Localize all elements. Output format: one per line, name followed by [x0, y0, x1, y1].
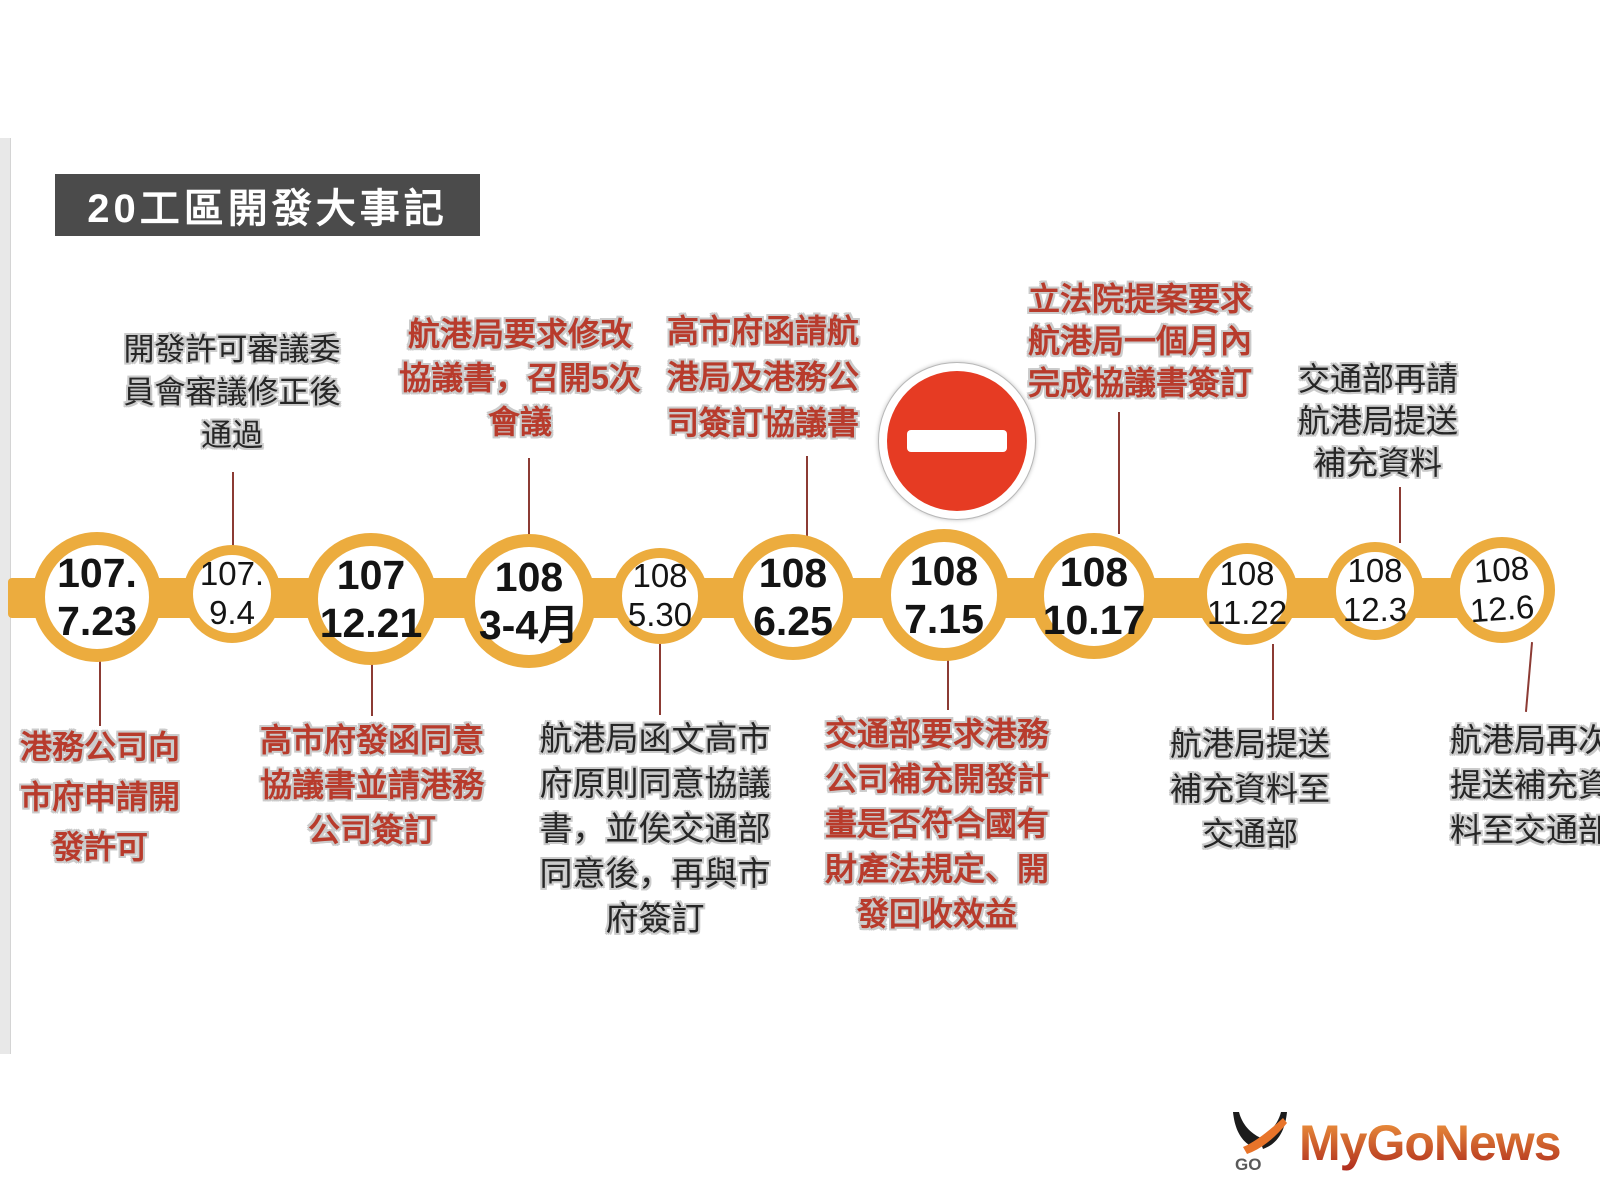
connector-line	[1118, 412, 1120, 534]
event-date: 6.25	[753, 598, 833, 644]
timeline-event-circle: 107 12.21	[305, 533, 437, 665]
event-date: 107	[336, 551, 406, 598]
event-note: 交通部要求港務 公司補充開發計 畫是否符合國有 財產法規定、開 發回收效益	[824, 716, 1049, 932]
event-note: 港務公司向 市府申請開 發許可	[19, 729, 180, 865]
event-date: 108	[1219, 555, 1275, 593]
connector-line	[528, 458, 530, 536]
connector-line	[1524, 642, 1534, 712]
mark-go-text: GO	[1235, 1155, 1261, 1174]
no-entry-sign-bar	[907, 430, 1007, 452]
event-note: 航港局再次 提送補充資 料至交通部	[1449, 722, 1600, 848]
event-note: 航港局要求修改 協議書，召開5次 會議	[399, 316, 641, 440]
event-date: 108	[758, 549, 828, 596]
slide-title: 20工區開發大事記	[55, 174, 480, 236]
event-date: 9.4	[209, 594, 255, 631]
event-date: 108	[1347, 552, 1403, 590]
timeline-event-circle: 108 5.30	[612, 548, 708, 644]
event-date: 107.	[199, 555, 265, 593]
connector-line	[232, 472, 234, 548]
slide-title-text: 20工區開發大事記	[87, 187, 448, 231]
timeline-event-circle: 107. 9.4	[183, 545, 281, 643]
connector-line	[1399, 487, 1401, 543]
event-date: 108	[1473, 549, 1531, 590]
mygonews-logo: GO MyGoNews	[1225, 1098, 1595, 1189]
event-date: 10.17	[1042, 597, 1146, 643]
event-date: 5.30	[627, 596, 693, 633]
event-note: 開發許可審議委 員會審議修正後 通過	[123, 332, 341, 453]
event-date: 108	[909, 547, 979, 594]
no-entry-sign-face	[887, 371, 1027, 511]
event-note: 交通部再請 航港局提送 補充資料	[1297, 361, 1458, 481]
event-date: 12.21	[319, 600, 423, 646]
event-note: 高市府發函同意 協議書並請港務 公司簽訂	[259, 722, 484, 848]
mygonews-logo-graphic: GO MyGoNews	[1233, 1112, 1562, 1174]
no-entry-sign-icon	[878, 362, 1036, 520]
mygonews-mark-icon: GO	[1233, 1112, 1287, 1174]
connector-line	[371, 664, 373, 716]
timeline-event-circle: 107. 7.23	[32, 532, 162, 662]
timeline-event-circle: 108 10.17	[1031, 533, 1157, 659]
event-date: 3-4月	[478, 602, 580, 648]
timeline-event-circle: 108 12.6	[1449, 537, 1555, 643]
event-note: 航港局提送 補充資料至 交通部	[1169, 726, 1330, 852]
brand-text: MyGoNews	[1299, 1115, 1561, 1171]
timeline-event-circle: 108 11.22	[1196, 543, 1298, 645]
event-date: 108	[632, 557, 688, 595]
event-note: 立法院提案要求 航港局一個月內 完成協議書簽訂	[1027, 281, 1252, 401]
event-date: 12.6	[1468, 587, 1536, 630]
connector-line	[99, 660, 101, 726]
event-note: 航港局函文高市 府原則同意協議 書，並俟交通部 同意後，再與市 府簽訂	[539, 720, 771, 937]
connector-line	[1272, 644, 1274, 720]
timeline-event-circle: 108 7.15	[878, 529, 1010, 661]
event-date: 11.22	[1206, 594, 1288, 631]
connector-line	[806, 456, 808, 536]
timeline-event-circle: 108 3-4月	[462, 534, 596, 668]
timeline-event-circle: 108 12.3	[1326, 542, 1424, 640]
event-date: 107.	[57, 549, 137, 596]
event-date: 108	[494, 553, 564, 600]
connector-line	[947, 660, 949, 710]
event-date: 7.15	[904, 596, 984, 642]
event-date: 12.3	[1342, 591, 1408, 628]
connector-line	[659, 643, 661, 715]
event-note: 高市府函請航 港局及港務公 司簽訂協議書	[666, 313, 859, 441]
event-date: 108	[1059, 548, 1129, 595]
timeline-event-circle: 108 6.25	[730, 534, 856, 660]
event-date: 7.23	[57, 598, 137, 644]
